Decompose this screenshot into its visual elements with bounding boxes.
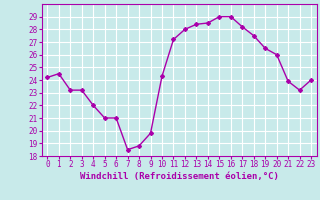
- X-axis label: Windchill (Refroidissement éolien,°C): Windchill (Refroidissement éolien,°C): [80, 172, 279, 181]
